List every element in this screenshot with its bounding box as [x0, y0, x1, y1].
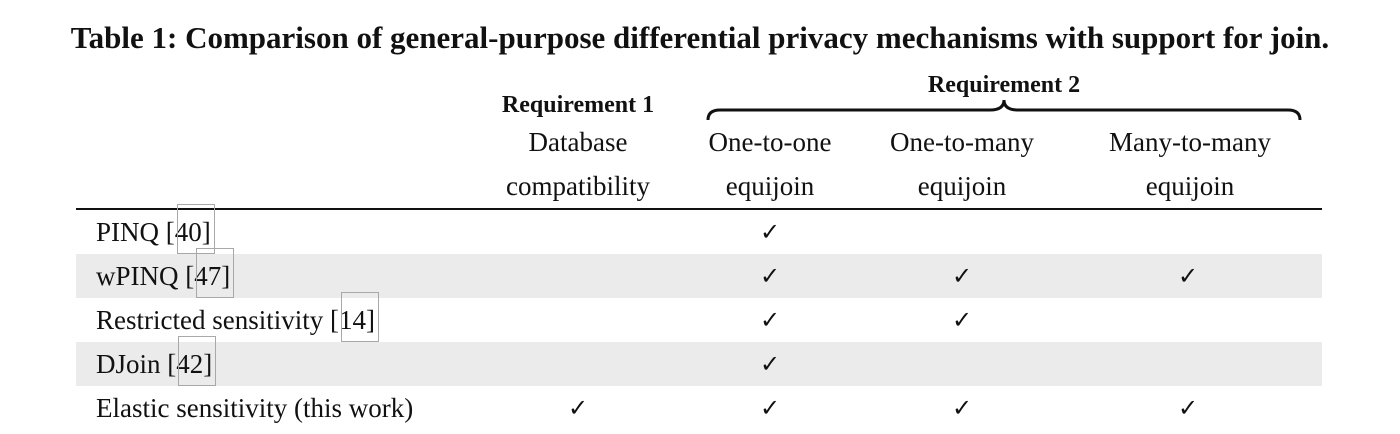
- citation-bracket: ]: [221, 261, 231, 291]
- check-mark-icon: ✓: [951, 262, 973, 290]
- requirement-1-header: Requirement 1: [501, 92, 655, 118]
- citation-link-box: [196, 248, 235, 298]
- check-mark-icon: ✓: [759, 350, 781, 378]
- mechanism-name: DJoin [: [96, 349, 177, 379]
- table-caption: Table 1: Comparison of general-purpose d…: [70, 20, 1330, 55]
- citation-link[interactable]: 42: [176, 336, 217, 386]
- column-header-one-to-one-line1: One-to-one: [708, 127, 832, 157]
- column-header-database-line1: Database: [528, 127, 628, 157]
- column-header-one-to-one-line2: equijoin: [725, 171, 815, 201]
- row-label: PINQ [40]: [96, 204, 215, 254]
- check-mark-icon: ✓: [759, 306, 781, 334]
- check-mark-icon: ✓: [759, 262, 781, 290]
- column-header-one-to-many-line1: One-to-many: [890, 127, 1034, 157]
- citation-link-box: [176, 204, 215, 254]
- citation-link-box: [178, 336, 217, 386]
- column-header-many-to-many-line2: equijoin: [1145, 171, 1235, 201]
- mechanism-name: PINQ [: [96, 217, 175, 247]
- citation-number: 14: [338, 305, 366, 335]
- citation-link-box: [340, 292, 379, 342]
- citation-bracket: ]: [203, 349, 213, 379]
- check-mark-icon: ✓: [759, 218, 781, 246]
- table-row: DJoin [42] ✓: [76, 336, 1322, 386]
- mechanism-name: wPINQ [: [96, 261, 195, 291]
- table-row: Restricted sensitivity [14] ✓ ✓: [76, 292, 1322, 342]
- check-mark-icon: ✓: [567, 394, 589, 422]
- requirement-2-header: Requirement 2: [927, 72, 1081, 98]
- table-row: wPINQ [47] ✓ ✓ ✓: [76, 248, 1322, 298]
- row-label: DJoin [42]: [96, 336, 217, 386]
- citation-link[interactable]: 47: [194, 248, 235, 298]
- check-mark-icon: ✓: [951, 306, 973, 334]
- check-mark-icon: ✓: [1177, 262, 1199, 290]
- mechanism-name: Restricted sensitivity [: [96, 305, 339, 335]
- check-mark-icon: ✓: [1177, 394, 1199, 422]
- table-row: Elastic sensitivity (this work) ✓ ✓ ✓ ✓: [76, 386, 1322, 430]
- citation-link[interactable]: 14: [338, 292, 379, 342]
- requirement-2-brace: [706, 99, 1302, 121]
- check-mark-icon: ✓: [759, 394, 781, 422]
- column-header-database-line2: compatibility: [506, 171, 650, 201]
- mechanism-name: Elastic sensitivity (this work): [96, 393, 414, 423]
- table-row: PINQ [40] ✓: [76, 204, 1322, 254]
- citation-bracket: ]: [201, 217, 211, 247]
- citation-link[interactable]: 40: [174, 204, 215, 254]
- column-header-many-to-many-line1: Many-to-many: [1109, 127, 1271, 157]
- row-label: Restricted sensitivity [14]: [96, 292, 379, 342]
- citation-number: 47: [194, 261, 222, 291]
- row-label: wPINQ [47]: [96, 248, 235, 298]
- citation-number: 42: [176, 349, 204, 379]
- row-label: Elastic sensitivity (this work): [96, 386, 413, 430]
- table-header-rule: [76, 208, 1322, 210]
- column-header-one-to-many-line2: equijoin: [917, 171, 1007, 201]
- citation-number: 40: [174, 217, 202, 247]
- check-mark-icon: ✓: [951, 394, 973, 422]
- citation-bracket: ]: [365, 305, 375, 335]
